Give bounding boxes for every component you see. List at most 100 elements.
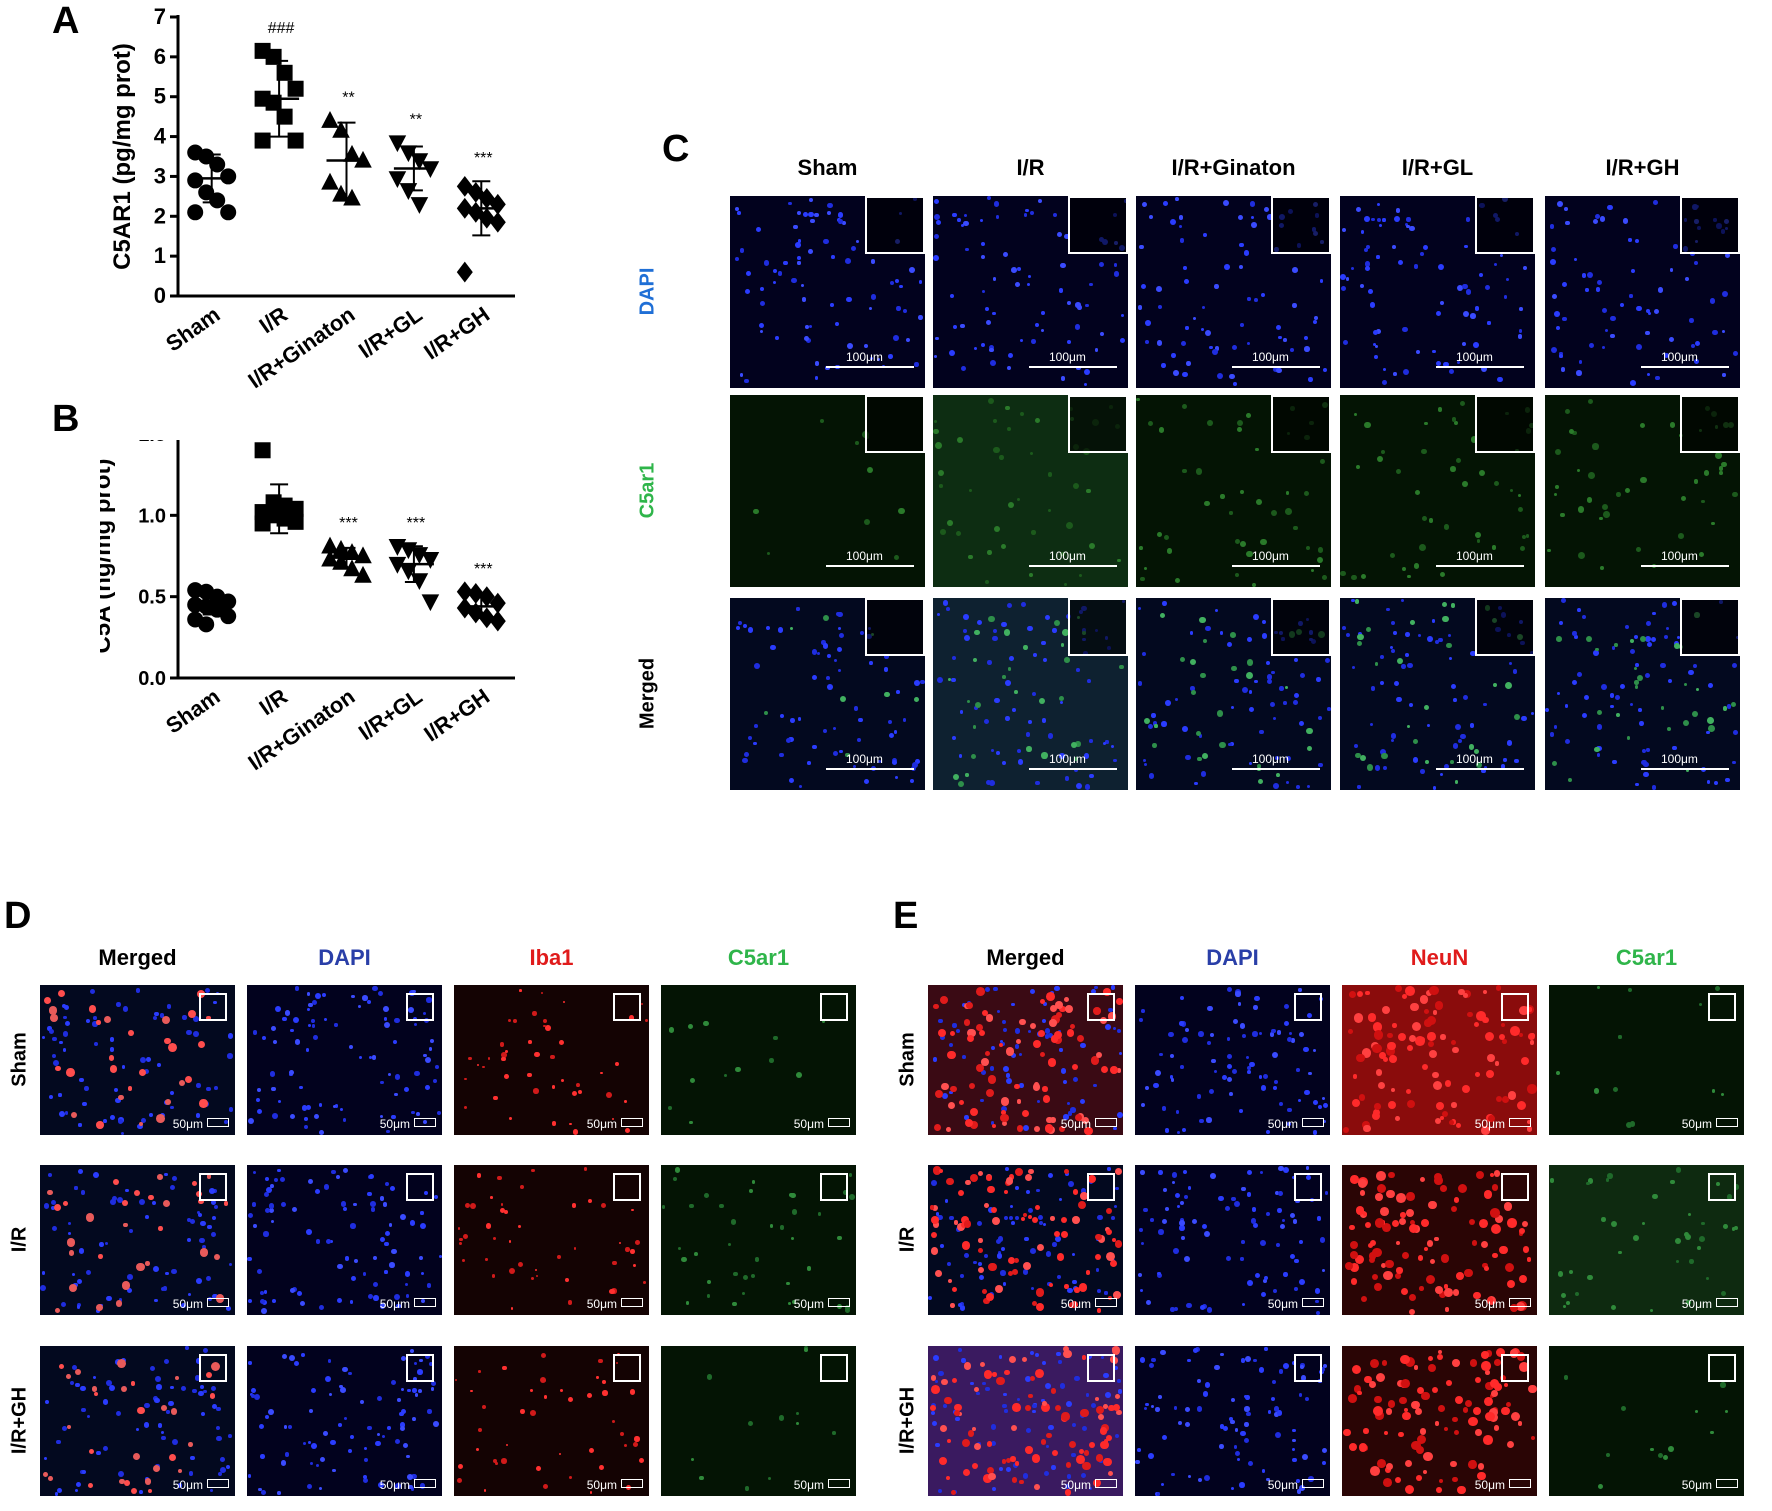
cell-signal bbox=[1045, 1383, 1052, 1390]
cell-signal bbox=[763, 711, 769, 716]
cell-signal bbox=[1022, 1124, 1029, 1131]
cell-signal bbox=[223, 1120, 228, 1124]
cell-signal bbox=[1163, 200, 1168, 206]
scale-bar bbox=[414, 1298, 436, 1307]
cell-signal bbox=[1366, 764, 1374, 771]
cell-signal bbox=[1058, 696, 1064, 702]
cell-signal bbox=[1106, 1207, 1113, 1214]
cell-signal bbox=[1622, 218, 1629, 225]
cell-signal bbox=[836, 611, 841, 616]
scale-label: 100μm bbox=[1049, 350, 1086, 364]
significance-mark: *** bbox=[339, 515, 358, 532]
cell-signal bbox=[668, 1106, 673, 1110]
scale-label: 50μm bbox=[172, 1297, 203, 1311]
cell-signal bbox=[1646, 748, 1650, 752]
cell-signal bbox=[1197, 1406, 1203, 1412]
cell-signal bbox=[257, 1088, 262, 1093]
cell-signal bbox=[93, 1015, 97, 1020]
cell-signal bbox=[1452, 1476, 1458, 1483]
cell-signal bbox=[71, 1364, 78, 1371]
cell-signal bbox=[1634, 685, 1639, 689]
cell-signal bbox=[1595, 287, 1601, 292]
cell-signal bbox=[260, 1290, 265, 1295]
cell-signal bbox=[1464, 1268, 1473, 1278]
cell-signal bbox=[937, 1489, 942, 1494]
cell-signal bbox=[888, 732, 895, 739]
cell-signal bbox=[1173, 369, 1180, 376]
cell-signal bbox=[777, 627, 784, 633]
cell-signal bbox=[1507, 1218, 1517, 1228]
cell-signal bbox=[789, 1192, 794, 1197]
cell-signal bbox=[571, 1091, 577, 1097]
cell-signal bbox=[303, 1441, 307, 1446]
cell-signal bbox=[1009, 656, 1015, 661]
cell-signal bbox=[1137, 607, 1141, 611]
cell-signal bbox=[1019, 1018, 1027, 1026]
cell-signal bbox=[74, 1489, 78, 1493]
cell-signal bbox=[1265, 1211, 1271, 1217]
cell-signal bbox=[1511, 1411, 1521, 1421]
cell-signal bbox=[979, 1274, 985, 1281]
panel-label-c: C bbox=[662, 128, 690, 170]
cell-signal bbox=[1586, 497, 1593, 504]
cell-signal bbox=[1501, 1406, 1511, 1416]
cell-signal bbox=[942, 1404, 947, 1409]
cell-signal bbox=[1414, 1407, 1422, 1415]
cell-signal bbox=[1299, 1032, 1305, 1037]
cell-signal bbox=[1476, 539, 1480, 543]
micrograph: 50μm bbox=[1549, 1346, 1744, 1496]
cell-signal bbox=[1456, 285, 1463, 292]
cell-signal bbox=[1113, 758, 1117, 763]
cell-signal bbox=[1444, 1288, 1454, 1298]
cell-signal bbox=[930, 1180, 937, 1186]
cell-signal bbox=[1433, 1173, 1443, 1182]
cell-signal bbox=[1436, 1102, 1445, 1110]
scale-bar bbox=[826, 768, 914, 770]
cell-signal bbox=[1476, 1011, 1487, 1022]
cell-signal bbox=[170, 1091, 175, 1096]
cell-signal bbox=[1601, 503, 1609, 511]
data-point bbox=[276, 64, 293, 81]
cell-signal bbox=[1079, 1192, 1088, 1201]
cell-signal bbox=[277, 1491, 281, 1495]
cell-signal bbox=[1300, 1375, 1307, 1381]
cell-signal bbox=[1164, 1128, 1170, 1134]
cell-signal bbox=[1003, 251, 1009, 257]
cell-signal bbox=[1374, 765, 1380, 771]
data-point bbox=[198, 616, 215, 633]
cell-signal bbox=[1287, 1122, 1292, 1127]
cell-signal bbox=[284, 1452, 290, 1457]
cell-signal bbox=[334, 1104, 338, 1108]
cell-signal bbox=[1237, 214, 1243, 220]
cell-signal bbox=[975, 1023, 983, 1031]
cell-signal bbox=[849, 1194, 856, 1201]
cell-signal bbox=[213, 1253, 220, 1260]
cell-signal bbox=[1291, 1175, 1296, 1179]
cell-signal bbox=[338, 1423, 343, 1427]
cell-signal bbox=[177, 1483, 182, 1488]
cell-signal bbox=[797, 716, 802, 721]
micrograph: 50μm bbox=[454, 1165, 649, 1315]
cell-signal bbox=[1246, 659, 1254, 666]
cell-signal bbox=[1088, 1442, 1095, 1448]
cell-signal bbox=[845, 1307, 851, 1313]
cell-signal bbox=[1482, 1262, 1488, 1268]
cell-signal bbox=[1491, 1389, 1499, 1397]
cell-signal bbox=[509, 1116, 513, 1120]
micrograph: 100μm bbox=[730, 395, 925, 587]
cell-signal bbox=[933, 1221, 940, 1228]
cell-signal bbox=[68, 1250, 74, 1256]
cell-signal bbox=[1174, 1193, 1180, 1199]
cell-signal bbox=[1633, 634, 1639, 640]
cell-signal bbox=[1380, 1207, 1390, 1217]
cell-signal bbox=[1077, 1201, 1086, 1210]
cell-signal bbox=[1252, 1031, 1258, 1037]
micrograph: 100μm bbox=[933, 598, 1128, 790]
micrograph: 100μm bbox=[1136, 598, 1331, 790]
cell-signal bbox=[1682, 719, 1690, 727]
cell-signal bbox=[219, 1457, 225, 1462]
cell-signal bbox=[1432, 785, 1437, 790]
cell-signal bbox=[1428, 1200, 1437, 1210]
cell-signal bbox=[1182, 371, 1188, 377]
cell-signal bbox=[957, 436, 964, 443]
